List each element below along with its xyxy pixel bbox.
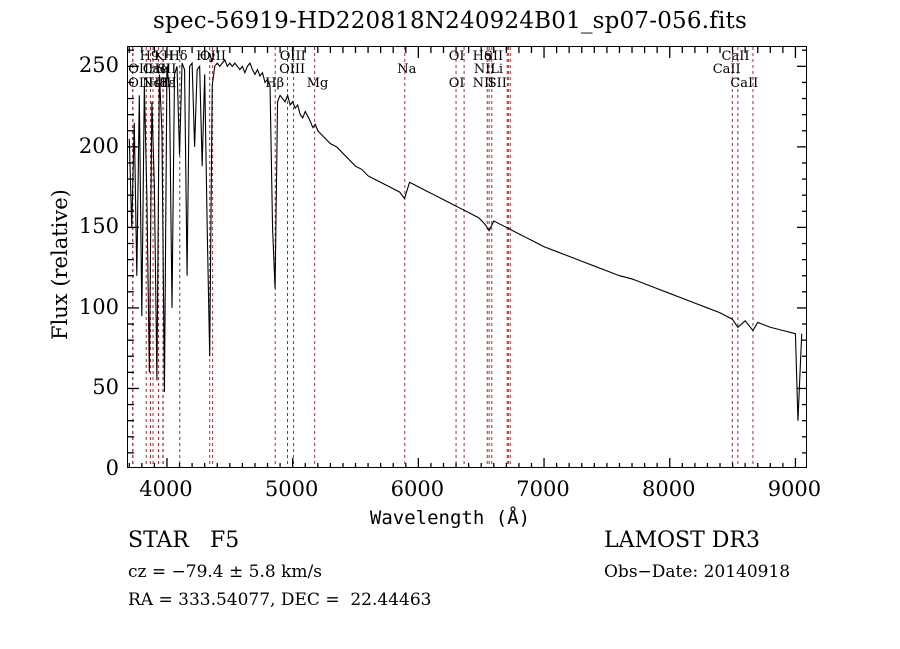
coordinates: RA = 333.54077, DEC = 22.44463 — [128, 590, 432, 610]
redshift-velocity: cz = −79.4 ± 5.8 km/s — [128, 562, 322, 582]
spectrum-canvas — [128, 47, 806, 467]
x-tick-label: 4000 — [139, 477, 193, 501]
spectral-line-label: Mg — [306, 76, 329, 91]
x-tick-label: 6000 — [390, 477, 445, 501]
spectral-line-label: CaII — [712, 62, 741, 77]
flux-curve — [128, 58, 803, 421]
spectral-line-label: OIII — [279, 62, 306, 77]
object-type: STAR F5 — [128, 528, 240, 553]
spectral-line-label: CaII — [730, 76, 759, 91]
y-tick-label: 250 — [78, 53, 119, 78]
x-tick-label: 8000 — [642, 477, 696, 501]
y-axis-title: Flux (relative) — [48, 189, 72, 340]
y-tick-label: 150 — [78, 214, 119, 239]
plot-area — [127, 46, 807, 468]
spectral-line-label: Hα — [472, 49, 493, 64]
spectral-line-label: Li — [490, 62, 504, 77]
spectral-line-label: NeIII — [142, 76, 177, 91]
y-tick-label: 100 — [78, 294, 119, 319]
spectral-line-label: H — [162, 49, 175, 64]
spectral-line-label: Hδ — [168, 49, 188, 64]
spectral-line-label: OI — [448, 76, 465, 91]
spectral-line-label: H8 — [148, 76, 168, 91]
spectral-line-label: OII — [128, 62, 150, 77]
spectral-line-label: NII — [473, 62, 496, 77]
x-tick-label: 9000 — [767, 477, 822, 501]
y-tick-label: 50 — [92, 375, 119, 400]
spectral-line-label: CaII — [721, 49, 750, 64]
x-axis-title: Wavelength (Å) — [369, 507, 531, 529]
spectral-line-label: K — [154, 49, 164, 64]
spectral-line-label: Hγ — [196, 49, 216, 64]
spectral-line-label: OIII — [279, 49, 306, 64]
footer-left-column: STAR F5 cz = −79.4 ± 5.8 km/s RA = 333.5… — [128, 528, 432, 618]
spectral-line-label: OIII — [199, 49, 226, 64]
observation-date: Obs−Date: 20140918 — [604, 562, 791, 582]
spectral-line-label: H9 — [139, 49, 160, 64]
footer-right-column: LAMOST DR3 Obs−Date: 20140918 — [604, 528, 790, 590]
spectral-line-label: Hβ — [265, 76, 285, 91]
spectral-line-label: OII — [128, 76, 150, 91]
spectral-line-label: OI — [448, 49, 465, 64]
survey-name: LAMOST DR3 — [604, 528, 760, 553]
page-title: spec-56919-HD220818N240924B01_sp07-056.f… — [153, 8, 747, 34]
spectral-line-label: Hε — [157, 76, 176, 91]
spectral-line-label: He — [148, 62, 168, 77]
spectral-line-label: SII — [483, 49, 504, 64]
y-tick-label: 0 — [105, 456, 119, 480]
spectral-line-label: SII — [487, 76, 507, 91]
axis-ticks — [128, 47, 806, 467]
spectral-line-label: CaII — [142, 62, 171, 77]
spectral-line-markers — [132, 47, 754, 467]
spectral-line-label: NII — [472, 76, 495, 91]
y-tick-label: 200 — [78, 133, 119, 158]
figure-footer: STAR F5 cz = −79.4 ± 5.8 km/s RA = 333.5… — [0, 528, 900, 648]
x-tick-label: 7000 — [516, 477, 570, 501]
x-tick-label: 5000 — [264, 477, 319, 501]
spectral-line-label: Na — [397, 62, 417, 77]
spectral-line-label: SII — [157, 62, 177, 77]
